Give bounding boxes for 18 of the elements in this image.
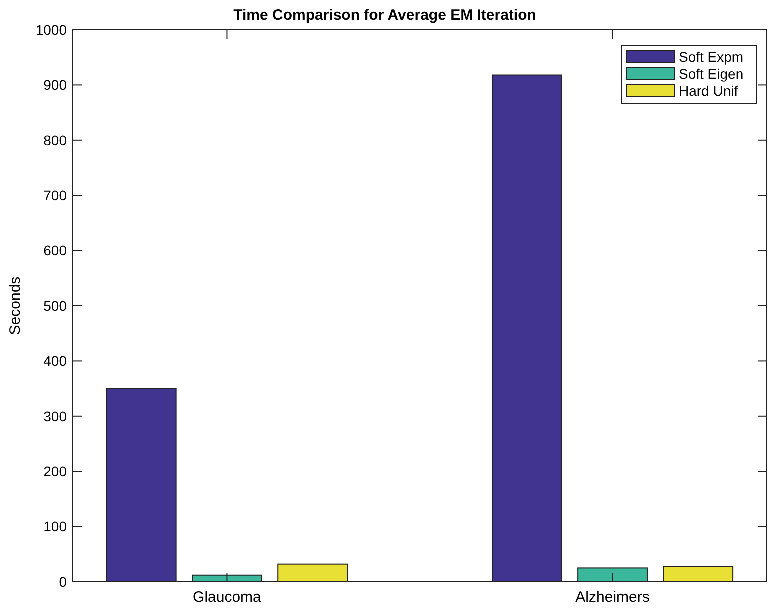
legend-label: Soft Eigen <box>679 66 744 82</box>
y-tick-label: 300 <box>44 408 68 424</box>
x-tick-label: Glaucoma <box>193 589 262 606</box>
y-tick-label: 400 <box>44 353 68 370</box>
y-tick-label: 200 <box>44 464 68 480</box>
y-tick-label: 100 <box>44 518 68 535</box>
y-tick-label: 700 <box>44 188 68 204</box>
y-tick-label: 500 <box>44 298 68 314</box>
y-tick-label: 0 <box>59 574 68 590</box>
y-tick-label: 1000 <box>36 22 68 38</box>
y-axis-title: Seconds <box>7 276 24 336</box>
y-tick-label: 600 <box>44 242 68 259</box>
y-tick-label: 800 <box>44 132 68 148</box>
y-tick-label: 900 <box>44 77 68 94</box>
legend-label: Hard Unif <box>679 82 738 99</box>
x-tick-label: Alzheimers <box>576 589 650 606</box>
legend-label: Soft Expm <box>679 48 744 65</box>
chart-title: Time Comparison for Average EM Iteration <box>234 7 536 24</box>
